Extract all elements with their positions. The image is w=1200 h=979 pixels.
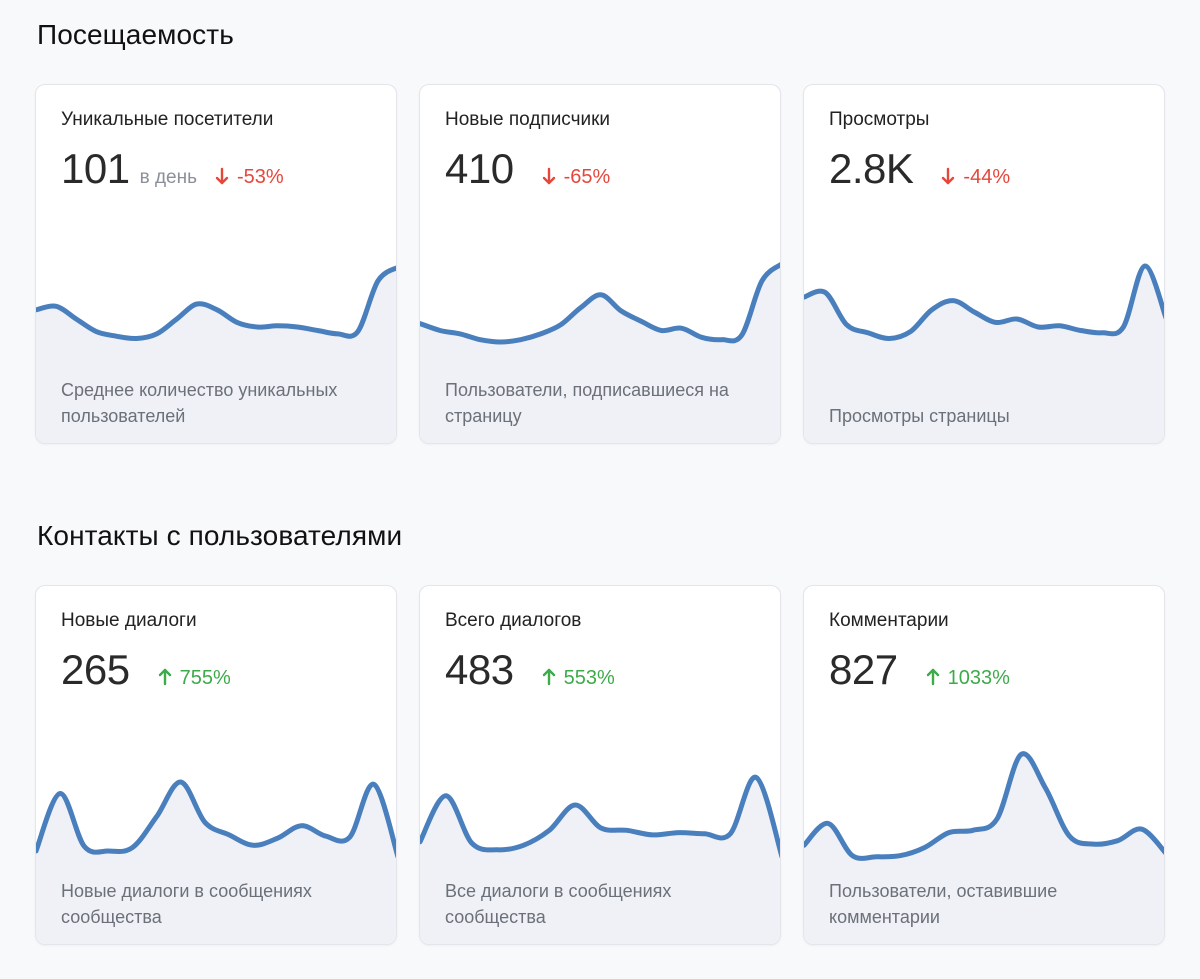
metric: 483 553% — [445, 646, 615, 694]
card-description: Среднее количество уникальных пользовате… — [61, 380, 338, 426]
arrow-down-icon — [941, 167, 955, 185]
delta-value: -65% — [563, 166, 611, 188]
card-total-dialogs[interactable]: Всего диалогов 483 553% Все диалоги в со… — [419, 585, 781, 945]
delta-value: 553% — [563, 667, 615, 689]
metric: 2.8K -44% — [829, 145, 1010, 193]
card-comments[interactable]: Комментарии 827 1033% Пользователи, оста… — [803, 585, 1165, 945]
section-title-attendance: Посещаемость — [37, 19, 234, 50]
attendance-cards: Уникальные посетители 101 в день -53% Ср… — [35, 84, 1165, 444]
arrow-up-icon — [926, 668, 940, 686]
sparkline-line — [420, 262, 780, 345]
sparkline-area — [420, 265, 780, 443]
card-description: Новые диалоги в сообщениях сообщества — [61, 881, 312, 927]
metric-value: 101 — [61, 145, 130, 192]
sparkline-chart — [420, 262, 780, 443]
sparkline-area — [36, 781, 396, 944]
arrow-up-icon — [158, 668, 172, 686]
card-title: Всего диалогов — [445, 610, 582, 631]
delta-value: 1033% — [947, 667, 1010, 689]
sparkline-line — [420, 774, 780, 859]
metric-value: 483 — [445, 646, 514, 693]
metric: 827 1033% — [829, 646, 1010, 694]
delta-badge: 755% — [158, 666, 231, 690]
delta-value: -44% — [963, 166, 1011, 188]
card-unique-visitors[interactable]: Уникальные посетители 101 в день -53% Ср… — [35, 84, 397, 444]
arrow-down-icon — [542, 167, 556, 185]
metric-unit: в день — [139, 167, 197, 188]
metric: 410 -65% — [445, 145, 610, 193]
delta-value: 755% — [179, 667, 231, 689]
metric: 101 в день -53% — [61, 145, 284, 193]
delta-badge: 553% — [542, 666, 615, 690]
arrow-down-icon — [215, 167, 229, 185]
sparkline-area — [804, 266, 1164, 443]
delta-badge: 1033% — [926, 666, 1010, 690]
sparkline-chart — [804, 751, 1164, 944]
arrow-up-icon — [542, 668, 556, 686]
sparkline-chart — [36, 779, 396, 944]
metric-value: 410 — [445, 145, 514, 192]
sparkline-area — [420, 777, 780, 944]
metric-value: 827 — [829, 646, 898, 693]
sparkline-chart — [36, 265, 396, 443]
delta-value: -53% — [237, 166, 284, 188]
card-description: Пользователи, подписавшиеся на страницу — [445, 380, 729, 426]
card-title: Комментарии — [829, 610, 949, 631]
sparkline-chart — [804, 263, 1164, 443]
metric: 265 755% — [61, 646, 231, 694]
delta-badge: -44% — [941, 165, 1010, 189]
card-title: Уникальные посетители — [61, 109, 274, 130]
sparkline-chart — [420, 774, 780, 944]
card-description: Просмотры страницы — [829, 406, 1010, 426]
contacts-cards: Новые диалоги 265 755% Новые диалоги в с… — [35, 585, 1165, 945]
sparkline-line — [36, 265, 396, 342]
card-description: Все диалоги в сообщениях сообщества — [445, 881, 672, 927]
delta-badge: -53% — [215, 165, 284, 189]
sparkline-line — [36, 779, 396, 859]
sparkline-line — [804, 751, 1164, 861]
delta-badge: -65% — [542, 165, 611, 189]
card-title: Новые диалоги — [61, 610, 197, 631]
sparkline-area — [36, 268, 396, 443]
card-new-subscribers[interactable]: Новые подписчики 410 -65% Пользователи, … — [419, 84, 781, 444]
metric-value: 2.8K — [829, 145, 914, 192]
metric-value: 265 — [61, 646, 130, 693]
card-title: Новые подписчики — [445, 109, 611, 130]
card-new-dialogs[interactable]: Новые диалоги 265 755% Новые диалоги в с… — [35, 585, 397, 945]
card-title: Просмотры — [829, 109, 930, 130]
card-views[interactable]: Просмотры 2.8K -44% Просмотры страницы — [803, 84, 1165, 444]
card-description: Пользователи, оставившие комментарии — [829, 881, 1058, 927]
sparkline-area — [804, 753, 1164, 944]
sparkline-line — [804, 263, 1164, 341]
section-title-user-contacts: Контакты с пользователями — [37, 520, 403, 551]
